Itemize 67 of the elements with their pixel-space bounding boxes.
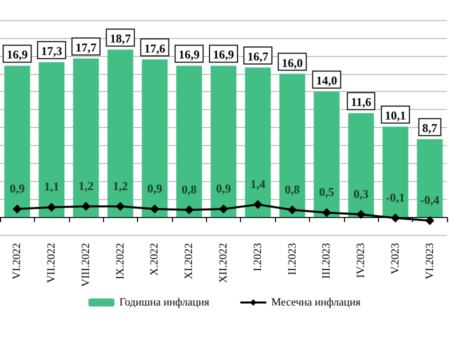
bar	[176, 66, 202, 218]
x-tick-label: II.2023	[286, 242, 298, 276]
data-label: 8,7	[422, 121, 438, 136]
x-tick-label: VIII.2022	[80, 243, 92, 287]
x-tick-label: X.2022	[148, 243, 161, 276]
data-label: 17,6	[144, 41, 166, 56]
data-label: 1,4	[250, 177, 266, 192]
point	[288, 205, 297, 214]
legend-label: Годишна инфлация	[119, 296, 210, 308]
x-tick-label: IV.2023	[355, 242, 368, 278]
point	[12, 204, 22, 214]
data-label: 1,2	[112, 178, 128, 193]
point	[322, 208, 332, 218]
data-label: 1,2	[78, 178, 94, 193]
x-tick-label: I.2023	[252, 242, 264, 272]
bar	[142, 59, 168, 218]
point	[253, 200, 262, 210]
x-tick-label: III.2023	[320, 242, 333, 279]
bar	[244, 67, 271, 218]
data-label: 0,5	[319, 185, 334, 200]
data-label: 0,9	[147, 182, 162, 196]
x-tick-label: XII.2022	[218, 243, 230, 284]
legend-label: Месечна инфлация	[271, 296, 361, 308]
x-tick-label: V.2023	[389, 242, 402, 274]
point	[390, 213, 400, 222]
point	[219, 204, 228, 214]
data-label: 0,8	[182, 182, 197, 196]
point	[150, 204, 160, 214]
point	[425, 216, 434, 226]
data-label: 16,9	[213, 48, 234, 62]
data-label: 11,6	[350, 95, 372, 110]
point	[47, 202, 56, 212]
data-label: 0,9	[216, 182, 231, 196]
x-tick-label: VII.2022	[46, 243, 58, 284]
x-tick-label: XI.2022	[183, 243, 196, 280]
data-label: 10,1	[384, 108, 406, 123]
data-label: 0,8	[284, 182, 300, 196]
x-tick-label: VI.2022	[11, 243, 24, 280]
data-label: 17,3	[41, 44, 62, 58]
bar	[416, 139, 443, 218]
data-label: 18,7	[110, 32, 131, 46]
x-tick-label: VI.2023	[424, 242, 436, 280]
data-label: 16,9	[6, 48, 28, 62]
data-label: 0,9	[10, 182, 25, 196]
data-label: -0,1	[386, 190, 405, 204]
data-label: 16,9	[178, 48, 200, 62]
bar	[279, 74, 306, 218]
bar	[107, 50, 134, 218]
bar	[314, 92, 340, 218]
data-label: 17,7	[75, 40, 96, 55]
bar	[348, 113, 374, 218]
data-label: -0,4	[420, 193, 440, 208]
bar	[73, 58, 99, 218]
x-tick-label: IX.2022	[114, 243, 126, 280]
data-label: 1,1	[44, 180, 60, 194]
point	[184, 205, 194, 214]
bar	[382, 126, 408, 218]
bar	[38, 62, 64, 218]
bar	[4, 66, 30, 218]
point	[81, 202, 90, 211]
data-label: 16,0	[282, 56, 303, 70]
point	[356, 210, 366, 219]
bar	[210, 66, 236, 218]
point	[116, 202, 125, 211]
data-label: 0,3	[354, 186, 369, 201]
data-label: 16,7	[247, 49, 268, 64]
data-label: 14,0	[316, 74, 338, 88]
